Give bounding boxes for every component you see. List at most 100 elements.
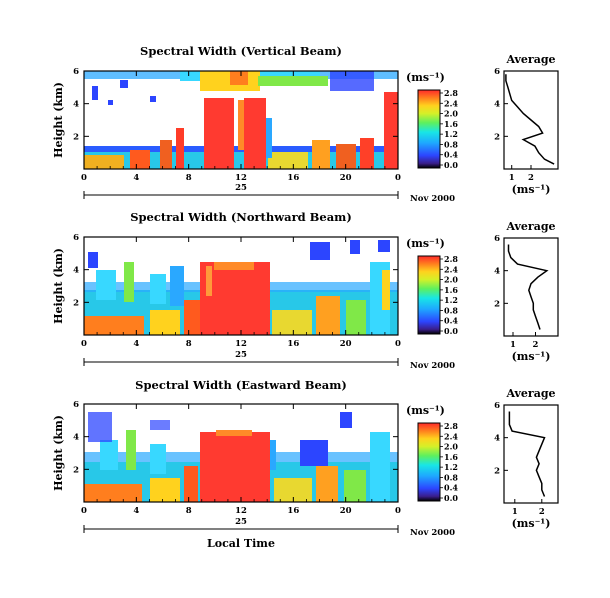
colorbar-unit: (ms⁻¹) xyxy=(406,237,445,250)
date-label: Nov 2000 xyxy=(410,528,455,538)
colorbar-gradient xyxy=(417,255,441,335)
average-title: Average xyxy=(505,53,555,66)
colorbar: 2.82.42.01.61.20.80.40.0 xyxy=(417,88,458,170)
x-tick-label: 20 xyxy=(340,506,352,516)
colorbar-tick-label: 0.4 xyxy=(444,483,458,493)
x-ticks: 0 4 8 12 16 20 0 xyxy=(81,404,401,516)
colorbar-tick-label: 2.0 xyxy=(444,442,458,452)
x-tick-label: 8 xyxy=(186,506,192,516)
x-tick-label: 16 xyxy=(287,173,299,183)
x-tick-label: 12 xyxy=(235,506,247,516)
y-ticks: 2 4 6 xyxy=(73,67,398,142)
y-tick-label: 6 xyxy=(73,233,79,243)
colorbar-tick-label: 0.8 xyxy=(444,472,458,482)
panel-northward: Spectral Width (Northward Beam) Height (… xyxy=(52,210,559,371)
x-tick-label: 8 xyxy=(186,339,192,349)
panel-vertical: Spectral Width (Vertical Beam) Height (k… xyxy=(52,44,559,204)
colorbar-tick-label: 0.0 xyxy=(444,493,458,503)
average-frame xyxy=(503,404,559,504)
avg-y-tick-label: 4 xyxy=(494,434,500,444)
heatmap-cells xyxy=(84,412,398,502)
avg-y-tick-label: 2 xyxy=(494,132,500,142)
avg-y-tick-label: 6 xyxy=(494,234,500,244)
avg-y-tick-label: 2 xyxy=(494,466,500,476)
date-label: Nov 2000 xyxy=(410,194,455,204)
x-tick-label: 4 xyxy=(133,506,139,516)
x-tick-label: 12 xyxy=(235,173,247,183)
average-xlabel: (ms⁻¹) xyxy=(512,350,551,363)
avg-y-tick-label: 2 xyxy=(494,299,500,309)
heatmap-cells xyxy=(84,71,398,169)
x-tick-label: 4 xyxy=(133,173,139,183)
average-xlabel: (ms⁻¹) xyxy=(512,517,551,530)
x-tick-label: 16 xyxy=(287,339,299,349)
x-tick-label: 20 xyxy=(340,173,352,183)
colorbar-gradient xyxy=(417,89,441,169)
colorbar-tick-label: 2.8 xyxy=(444,254,458,264)
colorbar-tick-label: 0.0 xyxy=(444,160,458,170)
colorbar-tick-label: 2.0 xyxy=(444,275,458,285)
average-title: Average xyxy=(505,387,555,400)
average-frame xyxy=(503,237,559,337)
x-tick-label: 0 xyxy=(81,339,87,349)
y-tick-label: 4 xyxy=(73,433,79,443)
date-day: 25 xyxy=(235,183,247,193)
avg-x-tick-label: 2 xyxy=(539,507,545,517)
colorbar-gradient xyxy=(417,422,441,502)
y-axis-label: Height (km) xyxy=(52,82,65,158)
x-tick-label: 0 xyxy=(81,173,87,183)
avg-y-tick-label: 6 xyxy=(494,401,500,411)
colorbar-tick-label: 1.6 xyxy=(444,452,458,462)
colorbar: 2.82.42.01.61.20.80.40.0 xyxy=(417,421,458,503)
x-tick-label: 0 xyxy=(395,173,401,183)
average-profile-line xyxy=(508,411,546,497)
date-axis: 25 Nov 2000 xyxy=(83,183,455,204)
x-tick-label: 8 xyxy=(186,173,192,183)
avg-x-tick-label: 1 xyxy=(512,507,518,517)
avg-y-tick-label: 6 xyxy=(494,67,500,77)
colorbar-tick-label: 0.8 xyxy=(444,305,458,315)
heatmap-cells xyxy=(84,240,398,335)
x-tick-label: 20 xyxy=(340,339,352,349)
avg-x-tick-label: 2 xyxy=(533,340,539,350)
y-tick-label: 2 xyxy=(73,132,79,142)
colorbar-tick-label: 1.6 xyxy=(444,119,458,129)
colorbar-tick-label: 2.4 xyxy=(444,264,458,274)
date-axis: 25 Nov 2000 xyxy=(83,517,455,538)
x-tick-label: 16 xyxy=(287,506,299,516)
colorbar-tick-label: 2.4 xyxy=(444,98,458,108)
colorbar-tick-label: 2.0 xyxy=(444,109,458,119)
colorbar-tick-label: 0.0 xyxy=(444,326,458,336)
x-tick-label: 0 xyxy=(81,506,87,516)
y-ticks: 2 4 6 xyxy=(73,233,398,308)
avg-y-tick-label: 4 xyxy=(494,100,500,110)
avg-x-tick-label: 1 xyxy=(510,340,516,350)
average-profile-line xyxy=(507,244,549,330)
colorbar: 2.82.42.01.61.20.80.40.0 xyxy=(417,254,458,336)
x-tick-label: 0 xyxy=(395,506,401,516)
colorbar-unit: (ms⁻¹) xyxy=(406,404,445,417)
x-tick-label: 4 xyxy=(133,339,139,349)
avg-x-tick-label: 1 xyxy=(509,173,515,183)
colorbar-unit: (ms⁻¹) xyxy=(406,71,445,84)
x-tick-label: 12 xyxy=(235,339,247,349)
x-ticks: 0 4 8 12 16 20 0 xyxy=(81,237,401,349)
average-xlabel: (ms⁻¹) xyxy=(512,183,551,196)
colorbar-tick-label: 1.2 xyxy=(444,462,458,472)
y-tick-label: 6 xyxy=(73,67,79,77)
colorbar-tick-label: 1.6 xyxy=(444,285,458,295)
y-axis-label: Height (km) xyxy=(52,248,65,324)
y-ticks: 2 4 6 xyxy=(73,400,398,475)
x-tick-label: 0 xyxy=(395,339,401,349)
colorbar-tick-label: 0.8 xyxy=(444,139,458,149)
avg-y-tick-label: 4 xyxy=(494,267,500,277)
date-day: 25 xyxy=(235,517,247,527)
colorbar-tick-label: 0.4 xyxy=(444,316,458,326)
avg-x-tick-label: 2 xyxy=(528,173,534,183)
average-profile-line xyxy=(505,74,555,165)
panel-title: Spectral Width (Northward Beam) xyxy=(130,210,352,224)
y-tick-label: 6 xyxy=(73,400,79,410)
y-tick-label: 2 xyxy=(73,465,79,475)
